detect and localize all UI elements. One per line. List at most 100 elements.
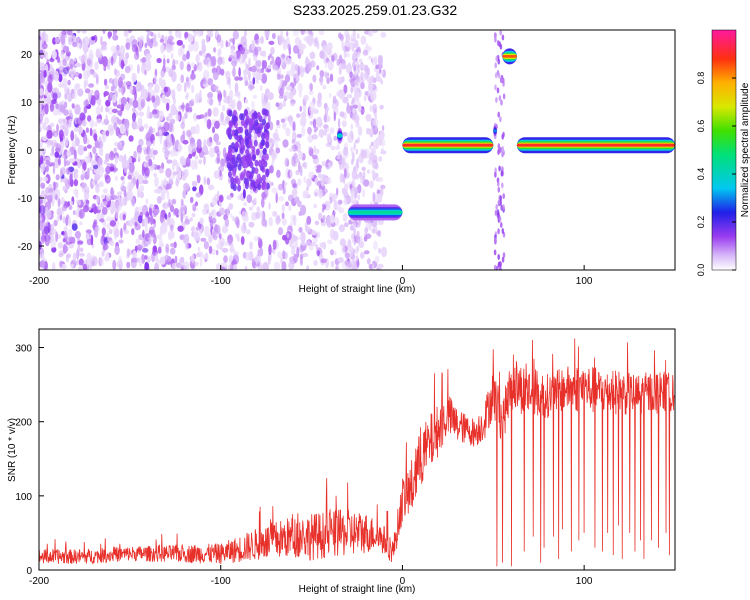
noise-speck [358,58,363,63]
noise-speck [94,61,99,71]
noise-speck [208,233,213,244]
noise-speck [98,181,104,188]
noise-speck [342,212,348,222]
noise-speck [168,30,173,36]
noise-speck [262,50,267,58]
noise-speck [248,206,253,211]
snr-y-label: SNR (10 * v/v) [7,418,18,482]
noise-speck [286,85,292,91]
noise-speck [150,164,156,169]
noise-speck [186,64,191,72]
noise-speck [299,165,303,177]
noise-speck [226,206,230,217]
noise-speck [313,38,318,47]
noise-speck [157,246,162,254]
noise-speck [242,189,246,199]
noise-speck [336,91,340,97]
noise-speck [193,261,199,267]
noise-speck [108,127,115,136]
noise-speck [260,139,265,147]
noise-speck [168,177,173,184]
noise-speck [135,238,141,245]
spectral-ridge [493,129,497,133]
band-speck [493,264,497,270]
noise-speck [275,147,281,154]
spectrogram-x-label: Height of straight line (km) [299,284,416,295]
noise-speck [320,180,325,187]
noise-speck [268,92,274,101]
noise-speck [92,146,97,155]
noise-speck [193,40,199,52]
noise-speck [342,131,348,137]
noise-speck [245,251,250,261]
noise-speck [344,252,351,259]
noise-speck [172,58,176,70]
band-speck [352,61,355,68]
noise-speck [248,120,253,128]
noise-speck [381,125,385,131]
noise-speck [83,70,90,80]
noise-speck [255,46,262,52]
x-tick-label: -100 [211,576,231,587]
noise-speck [110,84,117,92]
noise-speck [103,118,110,126]
noise-speck [40,53,46,58]
band-speck [498,95,502,102]
noise-speck [380,32,387,38]
spectrogram-y-axis: -20 -10 0 10 20 [18,50,44,253]
noise-speck [104,174,111,184]
noise-speck [116,191,123,196]
noise-speck [309,51,316,60]
noise-speck [61,210,65,215]
band-speck [352,107,355,114]
noise-speck [170,231,175,239]
noise-speck [363,236,368,242]
noise-speck [360,71,364,81]
y-tick-label: 200 [15,418,32,429]
noise-speck [255,148,260,156]
noise-speck [142,248,149,253]
noise-speck [328,93,332,98]
spectrogram-x-axis: -200 -100 0 100 [29,265,593,287]
noise-speck [260,210,264,221]
noise-speck [261,92,265,104]
noise-speck [208,245,213,255]
noise-speck [253,235,259,242]
spectral-ridge [502,55,517,58]
noise-speck [216,34,222,43]
noise-speck [255,60,262,68]
noise-speck [238,56,245,65]
noise-speck [274,137,281,142]
noise-speck [45,174,51,184]
y-tick-label: 300 [15,344,32,355]
noise-speck [166,217,172,227]
noise-speck [77,144,84,156]
noise-speck [112,108,118,114]
noise-speck [57,242,64,249]
noise-speck [152,113,158,119]
noise-speck [327,162,332,167]
noise-speck [45,160,51,166]
noise-speck [298,150,304,160]
noise-speck [370,75,375,83]
noise-speck [286,160,289,167]
noise-speck [341,39,345,51]
noise-speck [265,134,270,142]
noise-speck [91,36,96,41]
noise-speck [313,259,318,267]
band-speck [501,228,505,234]
noise-speck [155,94,159,105]
band-speck [495,55,499,62]
noise-speck [39,219,43,231]
noise-speck [278,183,284,191]
noise-speck [217,49,222,57]
noise-speck [39,62,45,67]
noise-speck [234,129,239,137]
noise-speck [93,164,99,170]
noise-speck [191,180,198,187]
noise-speck [43,69,47,78]
noise-speck [252,94,258,99]
noise-speck [207,108,212,117]
band-speck [356,33,360,39]
